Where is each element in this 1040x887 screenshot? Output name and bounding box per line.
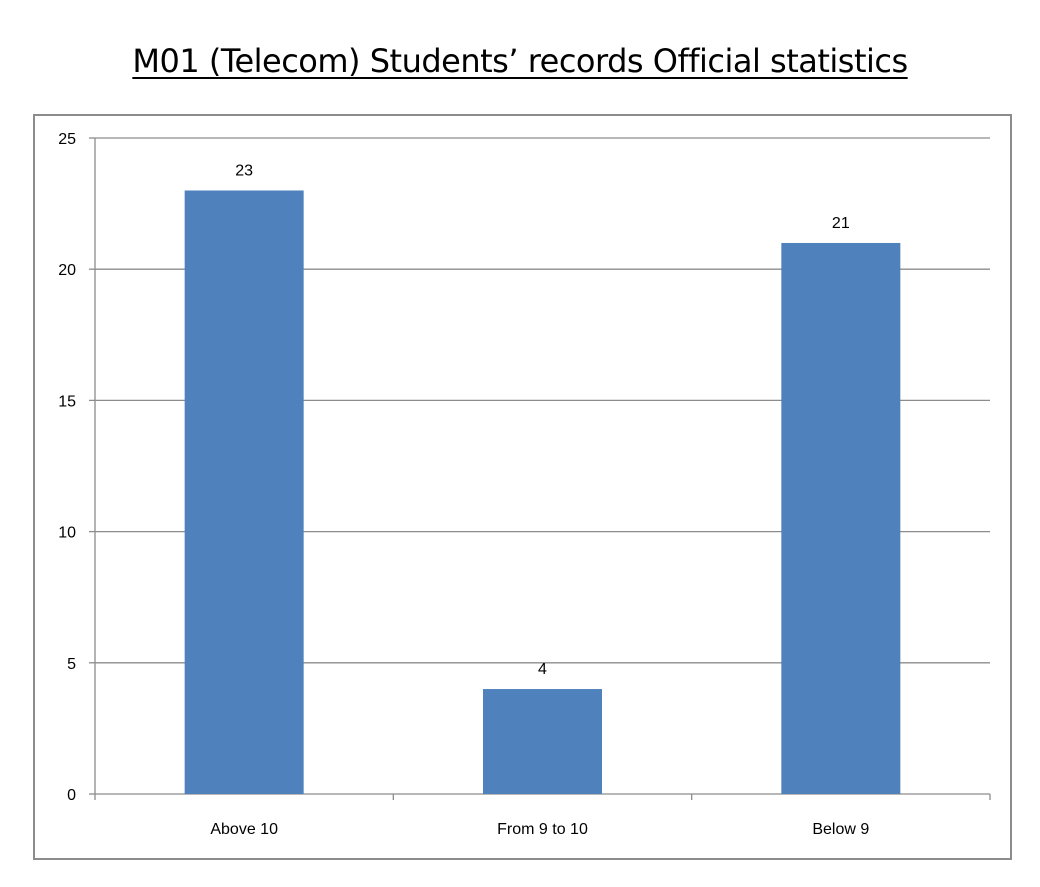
- bars: [184, 190, 901, 795]
- chart-title: M01 (Telecom) Students’ records Official…: [132, 42, 908, 80]
- bar-above-10: [184, 190, 304, 795]
- y-tick-label: 0: [67, 787, 76, 804]
- y-tick-label: 20: [58, 262, 76, 279]
- x-tick-label: From 9 to 10: [497, 821, 588, 838]
- data-label: 23: [235, 162, 253, 179]
- x-tick-label: Above 10: [210, 821, 278, 838]
- bar-from-9-to-10: [483, 689, 602, 794]
- x-tick-label: Below 9: [812, 821, 869, 838]
- y-tick-label: 25: [58, 131, 76, 148]
- y-tick-label: 15: [58, 393, 76, 410]
- y-tick-label: 5: [67, 656, 76, 673]
- data-label: 4: [538, 661, 547, 678]
- bar-below-9: [781, 242, 901, 794]
- y-tick-label: 10: [58, 525, 76, 542]
- labels: 0 5 10 15 20 25 23 Above 10 4 From 9 to 10 21 Below…: [58, 131, 869, 838]
- data-label: 21: [832, 215, 850, 232]
